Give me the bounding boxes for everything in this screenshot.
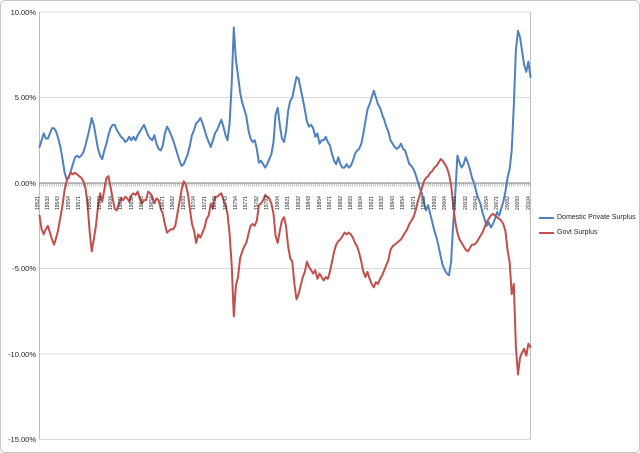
series-line-domestic-private-surplus xyxy=(38,26,532,277)
x-axis-label: 20104 xyxy=(525,196,532,210)
legend: Domestic Private Surplus Govt Surplus xyxy=(539,213,636,237)
x-axis-label: 19721 xyxy=(201,196,208,210)
legend-item: Domestic Private Surplus xyxy=(539,213,636,222)
x-axis-label: 19554 xyxy=(65,196,72,210)
y-axis-label: -5.00% xyxy=(12,264,36,273)
x-axis-label: 19832 xyxy=(295,196,302,210)
x-axis-label: 19571 xyxy=(76,196,83,210)
x-axis-label: 19993 xyxy=(431,196,438,210)
y-axis-label: -10.00% xyxy=(8,349,36,359)
x-axis-label: 20043 xyxy=(473,196,480,210)
legend-item-label: Govt Surplus xyxy=(557,229,598,236)
x-axis-label: 20004 xyxy=(441,196,448,210)
legend-item: Govt Surplus xyxy=(539,228,636,237)
x-axis-label: 19604 xyxy=(107,196,114,210)
x-axis-label: 19954 xyxy=(400,196,407,210)
legend-item-label: Domestic Private Surplus xyxy=(557,214,636,221)
x-axis-label: 19871 xyxy=(327,196,333,210)
x-axis-label: 19754 xyxy=(233,196,239,210)
y-axis-label: 10.00% xyxy=(10,7,36,17)
x-axis-label: 19732 xyxy=(212,196,219,210)
x-axis-label: 19621 xyxy=(118,196,125,210)
x-axis-label: 19821 xyxy=(285,196,292,210)
x-axis-label: 19743 xyxy=(222,196,229,210)
legend-line-swatch xyxy=(539,216,554,219)
x-axis-label: 19893 xyxy=(347,196,354,210)
x-axis-label: 19982 xyxy=(421,196,427,210)
x-axis-label: 20093 xyxy=(515,196,522,210)
x-axis-label: 19521 xyxy=(34,196,41,210)
x-axis-label: 19693 xyxy=(180,196,187,210)
y-axis-label: 0.00% xyxy=(14,178,36,188)
x-axis-label: 19643 xyxy=(139,196,145,210)
y-axis-label: -15.00% xyxy=(8,435,36,444)
x-axis-label: 19943 xyxy=(389,196,396,210)
x-axis-label: 20054 xyxy=(483,196,490,210)
x-axis-label: 19582 xyxy=(86,196,93,210)
x-axis-label: 19654 xyxy=(149,196,156,210)
x-axis-label: 19771 xyxy=(243,196,250,210)
x-axis-label: 19932 xyxy=(379,196,386,210)
x-axis-label: 19804 xyxy=(274,196,281,210)
x-axis-label: 19971 xyxy=(410,196,417,210)
series-line-govt-surplus xyxy=(38,158,532,376)
x-axis-label: 20071 xyxy=(494,196,501,210)
x-axis-label: 19782 xyxy=(253,196,260,210)
x-axis-label: 19543 xyxy=(55,196,62,210)
x-axis-label: 19532 xyxy=(44,196,51,210)
x-axis-label: 19793 xyxy=(264,196,271,210)
x-axis-label: 19671 xyxy=(159,196,166,210)
x-axis-label: 19682 xyxy=(170,196,177,210)
legend-line-swatch xyxy=(539,231,554,234)
x-axis-label: 19843 xyxy=(306,196,313,210)
x-axis-label: 19882 xyxy=(337,196,344,210)
x-axis-label: 19593 xyxy=(97,196,104,210)
x-axis-label: 20082 xyxy=(504,196,511,210)
x-axis-label: 19904 xyxy=(358,196,365,210)
y-axis-label: 5.00% xyxy=(14,93,36,102)
x-axis-label: 19854 xyxy=(316,196,323,210)
x-axis-label: 19632 xyxy=(128,196,135,210)
x-axis-label: 20032 xyxy=(462,196,469,210)
x-axis-label: 19921 xyxy=(368,196,375,210)
x-axis-label: 20021 xyxy=(452,196,459,210)
x-axis-label: 19704 xyxy=(191,196,198,210)
